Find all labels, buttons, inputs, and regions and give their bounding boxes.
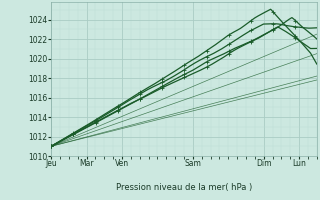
Text: Lun: Lun xyxy=(292,159,306,168)
Text: Mar: Mar xyxy=(79,159,94,168)
X-axis label: Pression niveau de la mer( hPa ): Pression niveau de la mer( hPa ) xyxy=(116,183,252,192)
Text: Sam: Sam xyxy=(184,159,201,168)
Text: Jeu: Jeu xyxy=(45,159,57,168)
Text: Ven: Ven xyxy=(115,159,129,168)
Text: Dim: Dim xyxy=(256,159,271,168)
